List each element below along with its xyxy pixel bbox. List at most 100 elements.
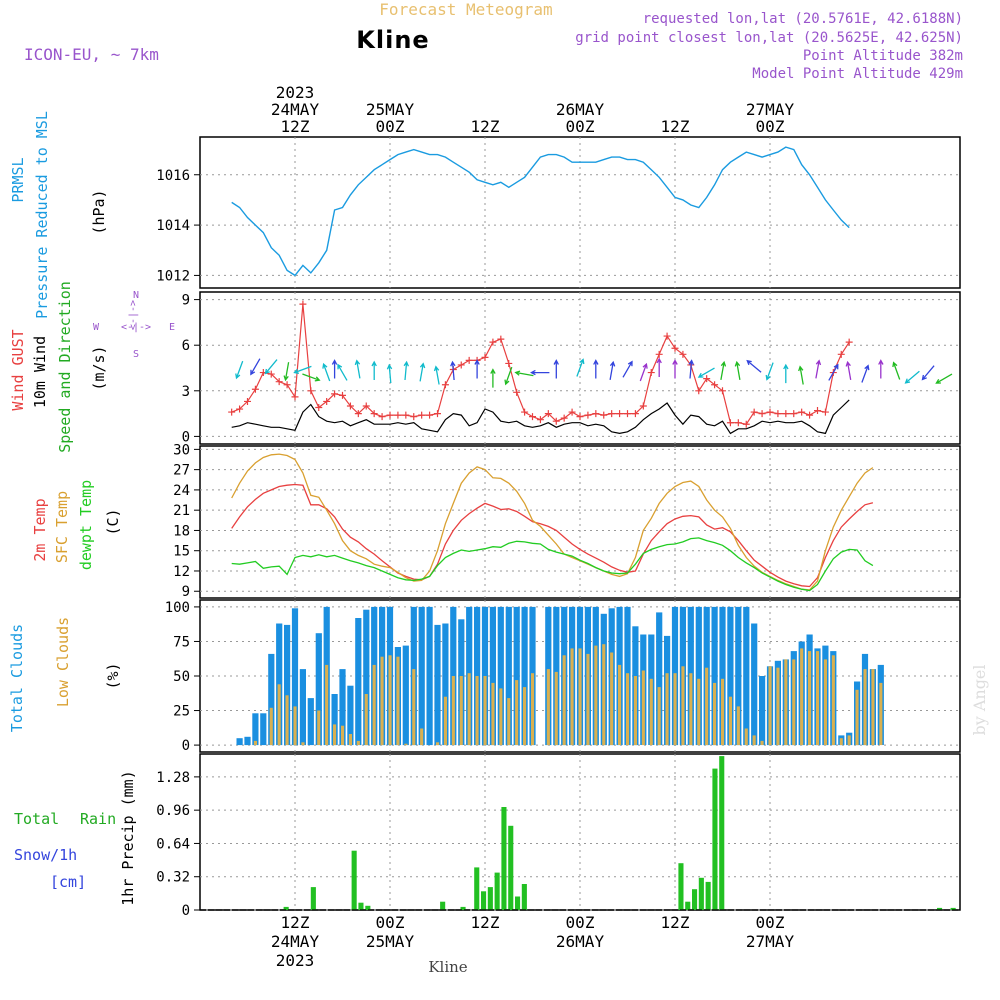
low-cloud-bar bbox=[736, 706, 740, 746]
gust-marker bbox=[821, 408, 829, 416]
y-tick-label: 21 bbox=[173, 503, 190, 519]
y-tick-label: 27 bbox=[173, 463, 190, 479]
total-cloud-bar bbox=[505, 606, 512, 746]
precip-bar bbox=[460, 906, 466, 910]
gust-marker bbox=[647, 369, 655, 377]
low-cloud-bar bbox=[546, 669, 550, 746]
low-cloud-bar bbox=[705, 667, 709, 746]
gust-marker bbox=[837, 350, 845, 358]
low-cloud-bar bbox=[847, 735, 851, 746]
credit: by Angel bbox=[970, 664, 989, 735]
time-label-top: 00Z bbox=[376, 117, 405, 136]
time-label-top: 12Z bbox=[661, 117, 690, 136]
low-cloud-bar bbox=[443, 696, 447, 746]
precip-bar bbox=[678, 863, 684, 910]
y-tick-label: 30 bbox=[173, 442, 190, 458]
gust-marker bbox=[386, 411, 394, 419]
wind-line bbox=[231, 399, 850, 435]
gust-marker bbox=[845, 338, 853, 346]
gust-marker bbox=[639, 402, 647, 410]
compass-n: N bbox=[133, 290, 139, 301]
gust-marker bbox=[592, 410, 600, 418]
gust-marker bbox=[513, 388, 521, 396]
point-altitude: Point Altitude 382m bbox=[803, 48, 963, 64]
y-tick-label: 12 bbox=[173, 564, 190, 580]
precip-bar bbox=[712, 768, 718, 910]
low-cloud-bar bbox=[792, 659, 796, 746]
low-cloud-bar bbox=[301, 742, 305, 746]
low-cloud-bar bbox=[594, 645, 598, 746]
low-cloud-bar bbox=[808, 651, 812, 746]
gust-marker bbox=[616, 410, 624, 418]
low-cloud-bar bbox=[626, 673, 630, 746]
total-cloud-bar bbox=[751, 623, 758, 746]
total-cloud-bar bbox=[735, 606, 742, 746]
wind-direction-arrow bbox=[921, 365, 935, 381]
precip-bar bbox=[494, 872, 500, 910]
time-label-bottom: 25MAY bbox=[366, 932, 415, 951]
time-label-top: 25MAY bbox=[366, 100, 415, 119]
total-cloud-bar bbox=[299, 669, 306, 746]
wind-direction-arrow bbox=[639, 362, 648, 382]
precip-bar bbox=[698, 877, 704, 910]
low-cloud-bar bbox=[317, 710, 321, 745]
gust-marker bbox=[766, 408, 774, 416]
gust-marker bbox=[402, 411, 410, 419]
time-label-bottom: 12Z bbox=[661, 913, 690, 932]
panel-1: 1012 1014 1016 bbox=[156, 136, 961, 289]
gust-marker bbox=[497, 335, 505, 343]
low-cloud-bar bbox=[697, 678, 701, 746]
gust-marker bbox=[529, 413, 536, 421]
gust-marker bbox=[536, 416, 544, 424]
precip-total-label: Total bbox=[14, 810, 59, 828]
total-cloud-bar bbox=[268, 653, 275, 746]
time-label-top: 12Z bbox=[281, 117, 310, 136]
sfc-label: SFC Temp bbox=[53, 491, 71, 563]
low-cloud-bar bbox=[816, 651, 820, 746]
time-label-top: 00Z bbox=[566, 117, 595, 136]
precip-bar bbox=[310, 887, 316, 910]
clouds-unit: (%) bbox=[104, 662, 122, 689]
low-cloud-bar bbox=[293, 706, 297, 746]
wind-direction-arrow bbox=[302, 373, 321, 382]
total-cloud-bar bbox=[497, 606, 504, 746]
y-tick-label: 50 bbox=[173, 669, 190, 685]
y-tick-label: 0.64 bbox=[156, 836, 190, 852]
wind-direction-arrow bbox=[235, 360, 244, 380]
gust-marker bbox=[251, 385, 259, 393]
precip-bar bbox=[474, 867, 480, 910]
total-cloud-bar bbox=[315, 633, 322, 746]
wind-direction-arrow bbox=[354, 359, 361, 379]
total-cloud-bar bbox=[284, 624, 291, 746]
total-cloud-bar bbox=[363, 609, 370, 746]
precip-bar bbox=[358, 902, 364, 910]
gust-marker bbox=[346, 402, 354, 410]
low-cloud-bar bbox=[618, 664, 622, 745]
total-cloud-bar bbox=[727, 606, 734, 746]
precip-bar bbox=[521, 884, 527, 910]
time-label-bottom: 2023 bbox=[276, 951, 315, 970]
gust-marker bbox=[600, 411, 608, 419]
time-label-top: 2023 bbox=[276, 83, 315, 102]
t2m-line bbox=[231, 483, 874, 588]
dew-label: dewpt Temp bbox=[77, 480, 95, 570]
wind-direction-arrow bbox=[490, 368, 496, 388]
y-tick-label: 6 bbox=[182, 338, 190, 354]
grid-coords: grid point closest lon,lat (20.5625E, 42… bbox=[575, 30, 963, 46]
total-cloud-bar bbox=[695, 606, 702, 746]
precip-bar bbox=[719, 756, 725, 910]
gust-marker bbox=[457, 361, 465, 369]
gust-marker bbox=[410, 413, 418, 421]
precip-axis-label: 1hr Precip (mm) bbox=[119, 770, 137, 905]
pressure-sublabel: Pressure Reduced to MSL bbox=[33, 111, 51, 319]
wind-direction-arrow bbox=[935, 373, 953, 384]
wind-direction-arrow bbox=[371, 360, 377, 380]
gust-marker bbox=[378, 413, 386, 421]
low-cloud-bar bbox=[396, 656, 400, 746]
gust-marker bbox=[275, 378, 283, 386]
gust-marker bbox=[734, 419, 742, 427]
low-cloud-bar bbox=[436, 742, 440, 746]
wind-direction-arrow bbox=[474, 359, 480, 379]
low-cloud-bar bbox=[285, 695, 289, 745]
total-cloud-bar bbox=[347, 685, 354, 746]
